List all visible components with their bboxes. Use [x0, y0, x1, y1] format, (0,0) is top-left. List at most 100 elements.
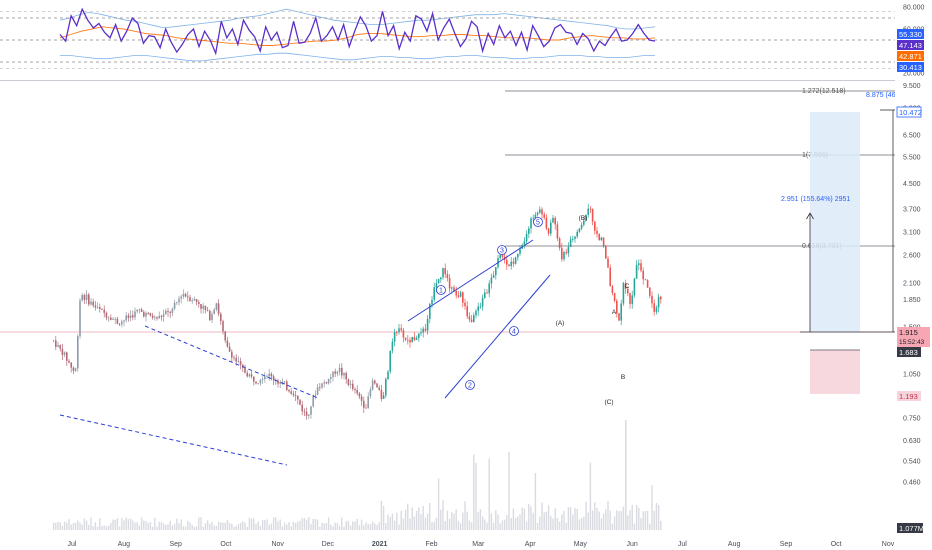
candle-body [136, 309, 139, 312]
volume-bar [627, 515, 629, 530]
candle-body [312, 395, 315, 407]
candle-body [237, 361, 240, 362]
measure-arrows [800, 109, 895, 333]
volume-bar [246, 526, 248, 530]
candle-body [332, 371, 334, 378]
volume-bar [59, 522, 61, 530]
candle-body [644, 279, 647, 281]
candle-body [143, 311, 145, 317]
price-tick-label: 0.460 [903, 479, 921, 486]
volume-bar [418, 507, 420, 530]
volume-bar [488, 458, 490, 530]
volume-bar [541, 502, 543, 530]
volume-bar [453, 513, 455, 530]
volume-bar [112, 519, 114, 530]
volume-bar [530, 506, 532, 530]
candle-body [411, 337, 414, 343]
wave-3-circle [497, 245, 507, 255]
volume-bar [363, 525, 365, 530]
rsi-tick-label: 20.000 [903, 71, 925, 78]
volume-bar [613, 516, 616, 530]
volume-bar [356, 518, 358, 530]
candle-body [228, 346, 231, 352]
candle-body [55, 340, 57, 347]
candle-body [660, 296, 662, 300]
candle-body [613, 292, 616, 301]
candle-body [171, 308, 174, 313]
volume-bar [407, 503, 409, 530]
long-position-tool[interactable] [810, 112, 860, 394]
volume-bar [501, 520, 504, 530]
stop-badge [897, 347, 921, 357]
volume-bar [99, 518, 101, 530]
candle-body [288, 389, 290, 392]
volume-bar [127, 519, 130, 530]
volume-bar [114, 519, 116, 530]
candle-body [444, 268, 447, 275]
volume-bar [79, 522, 81, 530]
candle-body [481, 297, 484, 307]
candle-body [457, 295, 460, 297]
volume-bar [490, 513, 493, 530]
volume-bar [316, 519, 319, 530]
candle-body [569, 239, 572, 247]
candle-body [277, 380, 279, 384]
price-tick-label: 3.100 [903, 230, 921, 237]
candle-body [345, 373, 348, 380]
candle-body [110, 317, 112, 320]
candle-body [653, 303, 656, 312]
candle-body [173, 302, 176, 309]
volume-bar [314, 518, 317, 530]
volume-bar [371, 521, 374, 530]
volume-bar [607, 500, 609, 530]
volume-bar [426, 513, 429, 530]
volume-bar [503, 519, 506, 530]
price-axis[interactable] [895, 0, 932, 550]
candle-body [99, 307, 101, 309]
time-tick-label: Sep [169, 541, 182, 548]
candle-body [127, 315, 130, 318]
wave-3-label: 3 [500, 248, 504, 255]
wave-5-label: 5 [536, 220, 540, 227]
volume-bar [506, 515, 508, 530]
volume-bar [510, 518, 512, 530]
candle-body [420, 332, 422, 334]
minor-a-label: A [612, 309, 617, 316]
measure-label-top: 8.875 (462. [866, 92, 901, 99]
candle-body [640, 263, 642, 271]
volume-bar [105, 526, 108, 530]
volume-bar [492, 522, 495, 530]
candle-body [305, 411, 308, 416]
volume-bar [202, 526, 204, 530]
candle-body [231, 351, 233, 358]
candle-body [484, 292, 486, 298]
volume-bar [107, 525, 110, 530]
candle-body [140, 309, 143, 312]
volume-bar [398, 524, 400, 530]
volume-bar [268, 524, 270, 530]
volume-bar [182, 526, 185, 530]
candle-body [591, 208, 594, 222]
volume-bar [334, 522, 336, 530]
candle-body [297, 395, 299, 400]
candle-body [475, 310, 477, 316]
candle-body [365, 407, 367, 409]
wave-2-label: 2 [468, 383, 472, 390]
time-tick-label: Nov [882, 541, 895, 548]
candle-body [550, 222, 552, 234]
volume-bar [451, 512, 453, 530]
time-axis[interactable]: Jul Aug Sep Oct Nov Dec 2021 Feb Mar Apr May Jun Jul… [68, 541, 895, 548]
volume-bar [213, 525, 215, 530]
volume-bar [147, 522, 149, 530]
volume-bar [437, 478, 440, 530]
candle-body [358, 393, 361, 397]
wedge-lower-line [444, 274, 551, 399]
volume-bar [514, 518, 517, 530]
candle-body [415, 338, 418, 340]
target-badge-text: 10.472 [899, 108, 922, 117]
candle-body [151, 315, 154, 318]
price-pane: 1.272(12.518) 1(7.566) 0.618(3.731) 8.87… [0, 88, 901, 530]
candle-body [123, 320, 125, 322]
time-tick-label: Jun [627, 541, 638, 548]
